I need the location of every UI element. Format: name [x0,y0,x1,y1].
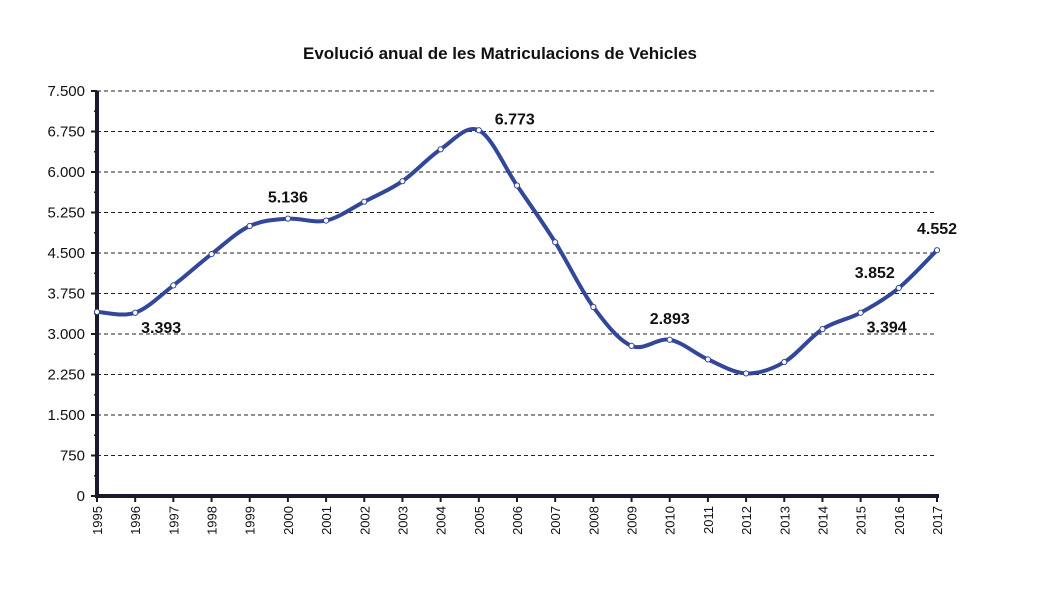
axes [94,91,939,498]
y-tick-label-5: 3.750 [47,286,85,303]
y-tick-label-3: 2.250 [47,367,85,384]
data-point-2001 [322,217,330,224]
y-tick-label-7: 5.250 [47,205,85,222]
y-tick-label-0: 0 [77,488,85,505]
series-line-0 [95,127,939,376]
data-point-2011 [704,356,712,363]
x-tick-label-14: 2009 [625,506,640,535]
data-point-2007 [552,239,559,246]
data-label-1996: 3.393 [141,320,181,337]
data-point-2008 [590,303,597,311]
x-tick-label-9: 2004 [434,506,449,535]
x-tick-label-8: 2003 [395,506,410,535]
chart-title: Evolució anual de les Matriculacions de … [303,44,697,63]
data-points [93,127,941,377]
x-tick-label-2: 1997 [166,506,181,535]
data-point-2002 [361,198,368,205]
data-point-2010 [666,336,673,343]
x-tick-label-13: 2008 [586,506,601,535]
x-tick-label-1: 1996 [128,506,143,535]
x-axis-ticks: 1995 1996 1997 1998 1999 2000 2001 2002 2003 2004… [90,496,945,535]
data-point-2017 [933,247,941,254]
x-tick-label-17: 2012 [739,506,754,535]
x-tick-label-7: 2002 [357,506,372,535]
data-label-2017: 4.552 [917,221,957,238]
y-tick-label-4: 3.000 [47,326,85,343]
x-tick-label-19: 2014 [815,506,830,535]
y-tick-label-10: 7.500 [47,83,85,100]
data-point-1996 [132,309,139,316]
data-point-2004 [437,146,444,153]
x-tick-label-18: 2013 [777,506,792,535]
data-point-2014 [819,326,826,333]
y-tick-label-1: 750 [60,448,85,465]
data-point-2003 [399,178,406,185]
x-tick-label-0: 1995 [90,506,105,535]
data-label-2010: 2.893 [650,311,690,328]
x-tick-label-6: 2001 [319,506,334,535]
x-tick-label-3: 1998 [205,506,220,535]
x-tick-label-22: 2017 [930,506,945,535]
x-tick-label-11: 2006 [510,506,525,535]
x-tick-label-10: 2005 [472,506,487,535]
y-tick-label-9: 6.750 [47,124,85,141]
data-point-2000 [284,215,292,222]
data-point-2016 [895,284,902,292]
data-label-2000: 5.136 [268,190,308,207]
data-label-2016: 3.852 [855,265,895,282]
x-tick-label-12: 2007 [548,506,563,535]
gridlines [97,90,937,456]
series-line [95,127,939,376]
data-point-2009 [628,342,635,349]
data-point-1997 [170,282,177,289]
x-tick-label-15: 2010 [663,506,678,535]
data-point-1998 [208,250,215,258]
y-tick-label-6: 4.500 [47,245,85,262]
data-labels: 3.393 5.136 6.773 2.893 3.394 3.852 4.552 [141,111,957,337]
data-label-2015: 3.394 [867,320,907,337]
y-tick-label-2: 1.500 [47,407,85,424]
x-tick-label-4: 1999 [243,506,258,535]
data-point-1999 [246,222,253,230]
data-label-2005: 6.773 [495,111,535,128]
x-tick-label-5: 2000 [281,506,296,535]
data-point-2005 [475,127,482,134]
data-point-2015 [857,309,864,316]
data-point-2012 [742,370,750,377]
y-axis-ticks: 0 750 1.500 2.250 3.000 3.750 4.500 5.250 6.000 6… [47,83,97,505]
x-tick-label-21: 2016 [892,506,907,535]
data-point-2006 [513,182,521,189]
x-tick-label-20: 2015 [854,506,869,535]
data-point-2013 [781,358,788,366]
x-tick-label-16: 2011 [701,506,716,534]
data-point-1995 [93,308,101,315]
y-tick-label-8: 6.000 [47,164,85,181]
